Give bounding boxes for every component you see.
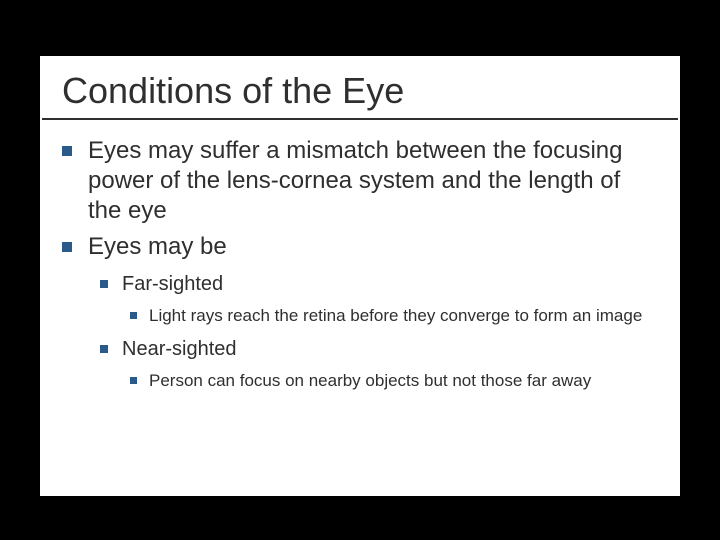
- list-item-text: Near-sighted: [122, 337, 237, 362]
- list-item-text: Eyes may be: [88, 232, 227, 262]
- list-item-text: Far-sighted: [122, 272, 223, 297]
- list-item-text: Person can focus on nearby objects but n…: [149, 370, 591, 392]
- sublist: Far-sighted Light rays reach the retina …: [62, 272, 658, 392]
- list-item: Person can focus on nearby objects but n…: [130, 370, 658, 392]
- sublist: Light rays reach the retina before they …: [100, 305, 658, 327]
- list-item-text: Eyes may suffer a mismatch between the f…: [88, 136, 658, 226]
- square-bullet-icon: [62, 242, 72, 252]
- list-item: Eyes may be: [62, 232, 658, 262]
- square-bullet-icon: [62, 146, 72, 156]
- list-item: Far-sighted: [100, 272, 658, 297]
- slide: Conditions of the Eye Eyes may suffer a …: [40, 56, 680, 496]
- sublist: Person can focus on nearby objects but n…: [100, 370, 658, 392]
- slide-content: Eyes may suffer a mismatch between the f…: [40, 120, 680, 392]
- list-item: Near-sighted: [100, 337, 658, 362]
- square-bullet-icon: [130, 312, 137, 319]
- list-item: Light rays reach the retina before they …: [130, 305, 658, 327]
- list-item: Eyes may suffer a mismatch between the f…: [62, 136, 658, 226]
- slide-title: Conditions of the Eye: [40, 56, 680, 118]
- square-bullet-icon: [100, 280, 108, 288]
- square-bullet-icon: [100, 345, 108, 353]
- list-item-text: Light rays reach the retina before they …: [149, 305, 642, 327]
- square-bullet-icon: [130, 377, 137, 384]
